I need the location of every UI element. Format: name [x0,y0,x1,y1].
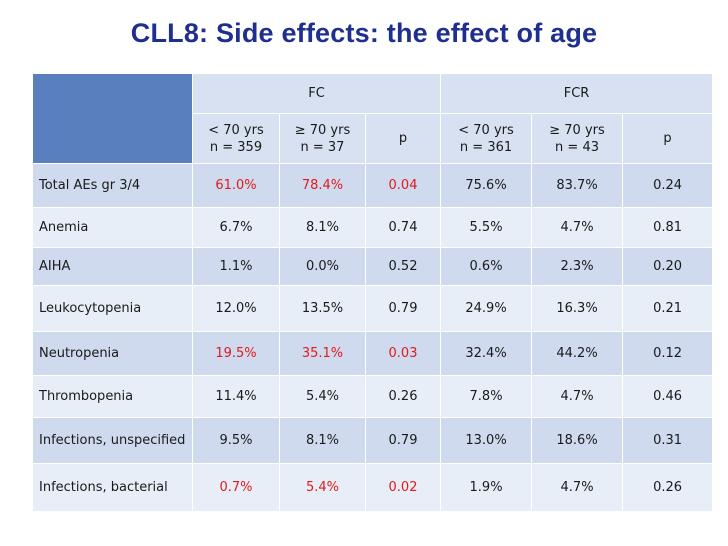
row-label: Anemia [32,207,193,248]
table-row: AIHA 1.1% 0.0% 0.52 0.6% 2.3% 0.20 [32,247,714,286]
table-row: Infections, unspecified 9.5% 8.1% 0.79 1… [32,417,714,464]
table-row: Leukocytopenia 12.0% 13.5% 0.79 24.9% 16… [32,285,714,332]
group-header-fcr: FCR [440,73,714,114]
row-label: Leukocytopenia [32,285,193,332]
table-cell: 4.7% [531,207,624,248]
table-row: Infections, bacterial 0.7% 5.4% 0.02 1.9… [32,463,714,512]
table-cell: 18.6% [531,417,624,464]
row-label: Infections, unspecified [32,417,193,464]
subheader-fcr-p: p [622,113,714,164]
table-cell: 0.26 [364,375,442,418]
table-cell: 16.3% [531,285,624,332]
table-cell: 0.52 [364,247,442,286]
table-row: Neutropenia 19.5% 35.1% 0.03 32.4% 44.2%… [32,331,714,376]
table-cell: 44.2% [531,331,624,376]
table-cell: 5.4% [279,375,366,418]
table-cell: 0.79 [364,417,442,464]
header-corner-cell [32,73,193,164]
table-row: Total AEs gr 3/4 61.0% 78.4% 0.04 75.6% … [32,163,714,208]
subheader-fc-p: p [364,113,442,164]
table-row: Thrombopenia 11.4% 5.4% 0.26 7.8% 4.7% 0… [32,375,714,418]
subheader-fc-under70: < 70 yrs n = 359 [192,113,280,164]
row-label: Neutropenia [32,331,193,376]
row-label: Infections, bacterial [32,463,193,512]
group-header-row: FC FCR [32,73,714,164]
subheader-fcr-under70: < 70 yrs n = 361 [440,113,533,164]
table-cell: 0.6% [440,247,533,286]
table-cell: 13.0% [440,417,533,464]
table-cell: 0.20 [622,247,714,286]
table-cell: 32.4% [440,331,533,376]
row-label: Total AEs gr 3/4 [32,163,193,208]
row-label: AIHA [32,247,193,286]
table-cell: 0.46 [622,375,714,418]
row-label: Thrombopenia [32,375,193,418]
table-cell: 0.26 [622,463,714,512]
table-cell: 6.7% [192,207,280,248]
table-cell: 12.0% [192,285,280,332]
table-cell: 2.3% [531,247,624,286]
table-cell: 0.0% [279,247,366,286]
table-cell: 0.04 [364,163,442,208]
table-cell: 0.79 [364,285,442,332]
group-header-fc: FC [191,73,442,114]
slide-title: CLL8: Side effects: the effect of age [130,18,598,48]
adverse-events-table: FC FCR < 70 yrs n = 359 ≥ 70 yrs n = 37 p … [32,73,714,512]
table-cell: 19.5% [192,331,280,376]
table-cell: 0.03 [364,331,442,376]
table-cell: 8.1% [279,417,366,464]
table-cell: 75.6% [440,163,533,208]
table-cell: 24.9% [440,285,533,332]
subheader-row: < 70 yrs n = 359 ≥ 70 yrs n = 37 p < 70 yr… [33,113,714,164]
table-row: Anemia 6.7% 8.1% 0.74 5.5% 4.7% 0.81 [32,207,714,248]
table-cell: 0.12 [622,331,714,376]
table-cell: 4.7% [531,463,624,512]
table-cell: 5.4% [279,463,366,512]
table-cell: 4.7% [531,375,624,418]
table-cell: 5.5% [440,207,533,248]
table-cell: 0.24 [622,163,714,208]
table-cell: 1.9% [440,463,533,512]
table-cell: 0.74 [364,207,442,248]
table-cell: 0.02 [364,463,442,512]
table-cell: 1.1% [192,247,280,286]
table-cell: 78.4% [279,163,366,208]
subheader-fcr-over70: ≥ 70 yrs n = 43 [531,113,624,164]
table-cell: 0.81 [622,207,714,248]
table-cell: 13.5% [279,285,366,332]
subheader-fc-over70: ≥ 70 yrs n = 37 [279,113,366,164]
table-cell: 0.31 [622,417,714,464]
table-cell: 8.1% [279,207,366,248]
table-cell: 11.4% [192,375,280,418]
table-cell: 0.7% [192,463,280,512]
table-cell: 83.7% [531,163,624,208]
table-cell: 0.21 [622,285,714,332]
table-cell: 7.8% [440,375,533,418]
table-cell: 35.1% [279,331,366,376]
table-cell: 61.0% [192,163,280,208]
table-cell: 9.5% [192,417,280,464]
